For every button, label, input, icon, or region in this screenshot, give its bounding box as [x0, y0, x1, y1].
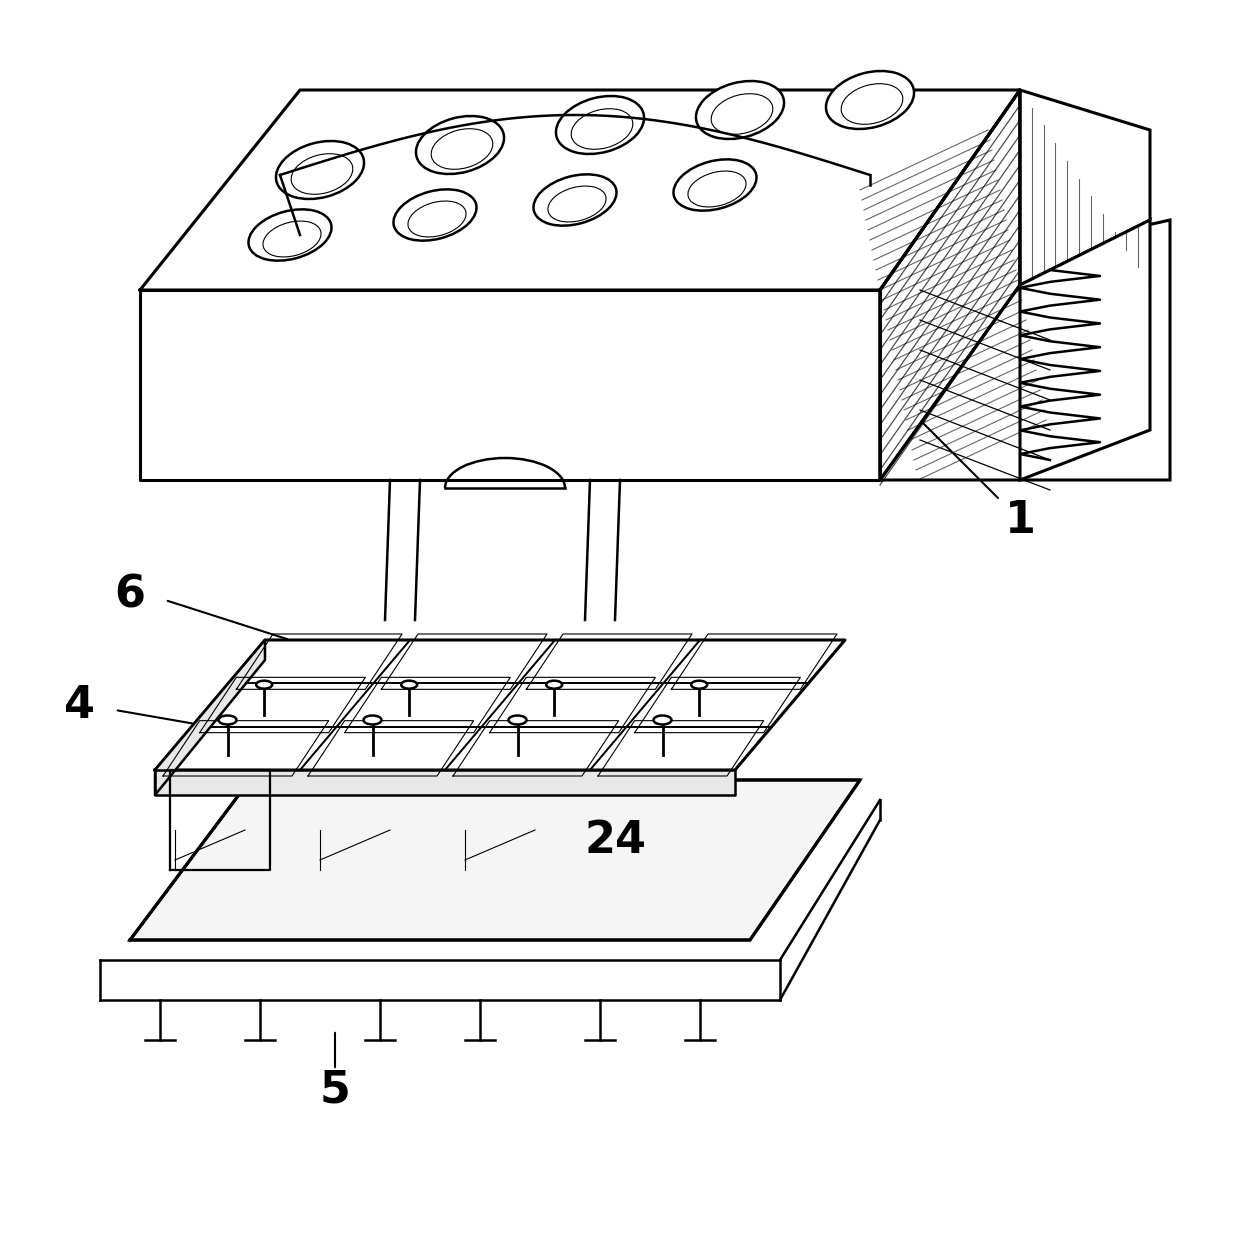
- Ellipse shape: [826, 71, 914, 129]
- Polygon shape: [880, 220, 1171, 480]
- Text: 5: 5: [320, 1069, 351, 1111]
- Ellipse shape: [363, 716, 382, 725]
- Polygon shape: [140, 89, 1021, 290]
- Ellipse shape: [415, 116, 503, 174]
- Ellipse shape: [508, 716, 527, 725]
- Ellipse shape: [248, 209, 331, 261]
- Ellipse shape: [393, 189, 476, 241]
- Ellipse shape: [691, 681, 707, 689]
- Ellipse shape: [673, 159, 756, 210]
- Polygon shape: [155, 640, 844, 769]
- Text: 24: 24: [584, 818, 646, 861]
- Ellipse shape: [257, 681, 272, 689]
- Text: 4: 4: [64, 684, 95, 726]
- Polygon shape: [140, 290, 880, 480]
- Ellipse shape: [277, 140, 365, 199]
- Ellipse shape: [696, 81, 784, 139]
- Polygon shape: [880, 89, 1021, 480]
- Ellipse shape: [402, 681, 417, 689]
- Polygon shape: [1021, 89, 1149, 285]
- Polygon shape: [1021, 220, 1149, 480]
- Polygon shape: [880, 89, 1021, 480]
- Polygon shape: [130, 781, 861, 940]
- Ellipse shape: [533, 174, 616, 226]
- Ellipse shape: [546, 681, 562, 689]
- Polygon shape: [155, 769, 735, 796]
- Ellipse shape: [653, 716, 672, 725]
- Polygon shape: [155, 640, 265, 796]
- Ellipse shape: [556, 96, 644, 154]
- Text: 6: 6: [114, 573, 145, 617]
- Text: 1: 1: [1004, 498, 1035, 542]
- Ellipse shape: [218, 716, 237, 725]
